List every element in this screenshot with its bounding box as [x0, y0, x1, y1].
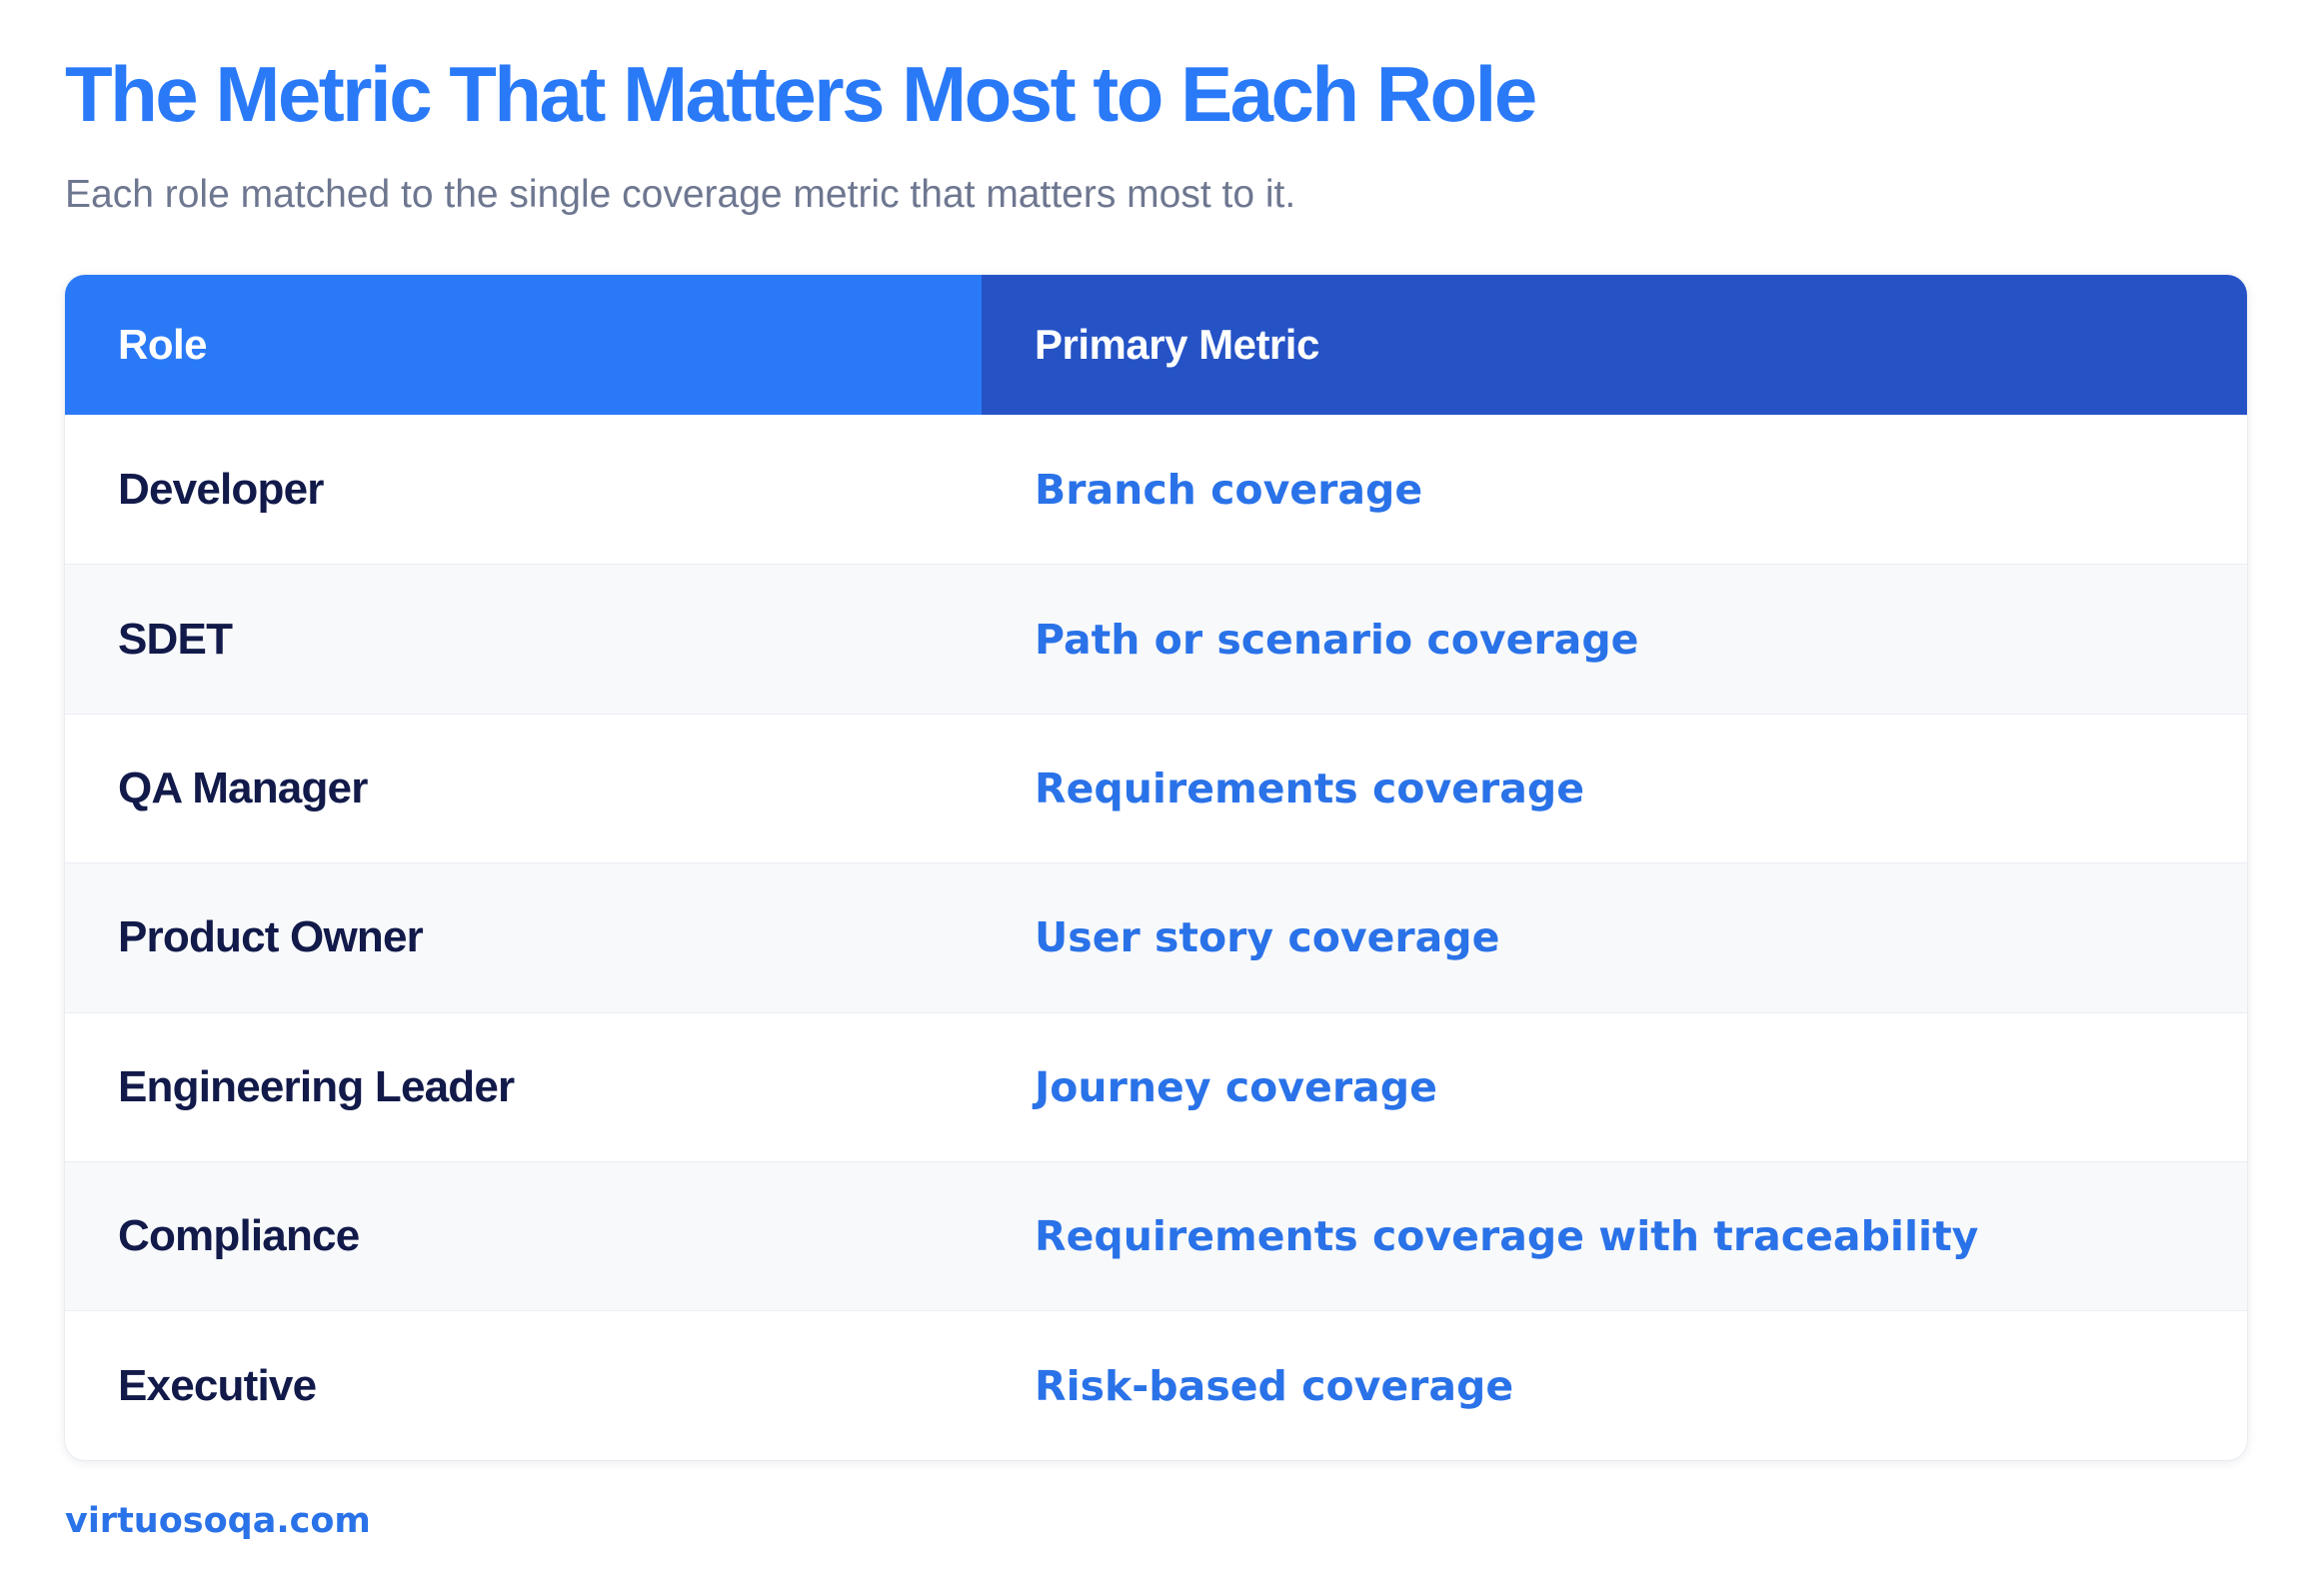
column-header-primary-metric: Primary Metric — [982, 275, 2247, 415]
role-cell: Executive — [118, 1360, 317, 1410]
role-cell: SDET — [118, 614, 233, 664]
role-cell: QA Manager — [118, 763, 368, 812]
table-row: Developer Branch coverage — [65, 415, 2247, 564]
table-body: Developer Branch coverage SDET Path or s… — [65, 415, 2247, 1460]
metric-cell: Path or scenario coverage — [1035, 615, 1639, 664]
role-cell: Engineering Leader — [118, 1061, 515, 1111]
table-header: Role Primary Metric — [65, 275, 2247, 415]
table-row: SDET Path or scenario coverage — [65, 564, 2247, 714]
metric-cell: Journey coverage — [1035, 1062, 1437, 1111]
metric-cell: Requirements coverage — [1035, 764, 1585, 812]
metric-cell: Branch coverage — [1035, 465, 1423, 514]
table-row: Product Owner User story coverage — [65, 862, 2247, 1012]
page-subtitle: Each role matched to the single coverage… — [65, 173, 1296, 216]
role-cell: Product Owner — [118, 912, 424, 962]
role-cell: Developer — [118, 464, 324, 514]
table-row: Compliance Requirements coverage with tr… — [65, 1160, 2247, 1311]
column-header-role: Role — [65, 275, 982, 415]
metric-cell: Risk-based coverage — [1035, 1361, 1514, 1410]
role-cell: Compliance — [118, 1211, 360, 1261]
metric-cell: User story coverage — [1035, 913, 1500, 962]
table-row: Executive Risk-based coverage — [65, 1310, 2247, 1459]
source-link[interactable]: virtuosoqa.com — [65, 1501, 371, 1541]
metric-cell: Requirements coverage with traceability — [1035, 1212, 1979, 1261]
table-row: QA Manager Requirements coverage — [65, 713, 2247, 862]
role-metric-table: Role Primary Metric Developer Branch cov… — [65, 275, 2247, 1460]
table-row: Engineering Leader Journey coverage — [65, 1011, 2247, 1161]
page-title: The Metric That Matters Most to Each Rol… — [65, 50, 1537, 138]
